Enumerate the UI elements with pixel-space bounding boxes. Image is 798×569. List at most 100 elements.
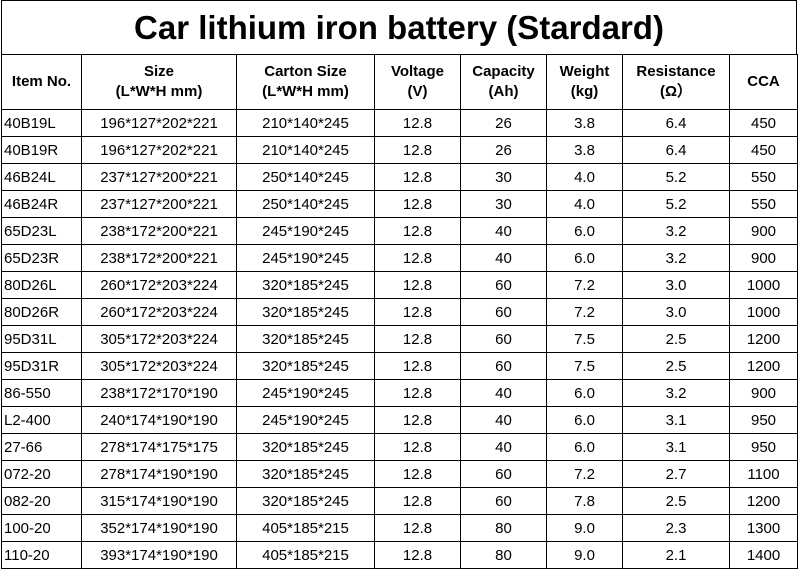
cell-weight: 4.0 <box>546 190 623 218</box>
cell-resistance: 3.2 <box>622 244 730 272</box>
cell-size: 260*172*203*224 <box>81 271 237 299</box>
cell-capacity: 60 <box>460 271 547 299</box>
cell-size: 315*174*190*190 <box>81 487 237 515</box>
table-row: L2-400 240*174*190*190 245*190*245 12.8 40 6.… <box>1 406 798 434</box>
cell-cca: 950 <box>729 433 798 461</box>
cell-resistance: 3.2 <box>622 217 730 245</box>
cell-size: 238*172*200*221 <box>81 217 237 245</box>
cell-size: 238*172*170*190 <box>81 379 237 407</box>
table-row: 95D31L 305*172*203*224 320*185*245 12.8 60 7.… <box>1 325 798 353</box>
cell-item-no: 072-20 <box>1 460 82 488</box>
table-row: 100-20 352*174*190*190 405*185*215 12.8 80 9.… <box>1 514 798 542</box>
cell-carton-size: 320*185*245 <box>236 487 375 515</box>
cell-voltage: 12.8 <box>374 109 461 137</box>
cell-cca: 1200 <box>729 325 798 353</box>
cell-carton-size: 250*140*245 <box>236 190 375 218</box>
cell-size: 278*174*190*190 <box>81 460 237 488</box>
cell-capacity: 60 <box>460 352 547 380</box>
cell-voltage: 12.8 <box>374 298 461 326</box>
cell-size: 260*172*203*224 <box>81 298 237 326</box>
header-size: Size (L*W*H mm) <box>81 54 237 110</box>
cell-size: 196*127*202*221 <box>81 109 237 137</box>
cell-item-no: 46B24R <box>1 190 82 218</box>
cell-carton-size: 405*185*215 <box>236 541 375 569</box>
cell-item-no: 082-20 <box>1 487 82 515</box>
cell-weight: 7.5 <box>546 325 623 353</box>
table-header-row: Item No. Size (L*W*H mm) Carton Size (L*W*… <box>1 54 798 110</box>
cell-cca: 1200 <box>729 487 798 515</box>
cell-voltage: 12.8 <box>374 460 461 488</box>
cell-cca: 1400 <box>729 541 798 569</box>
table-row: 80D26R 260*172*203*224 320*185*245 12.8 60 7.… <box>1 298 798 326</box>
cell-size: 238*172*200*221 <box>81 244 237 272</box>
header-resistance: Resistance (Ω） <box>622 54 730 110</box>
cell-size: 352*174*190*190 <box>81 514 237 542</box>
cell-cca: 1100 <box>729 460 798 488</box>
cell-capacity: 30 <box>460 190 547 218</box>
cell-weight: 7.2 <box>546 298 623 326</box>
cell-resistance: 2.5 <box>622 325 730 353</box>
cell-resistance: 2.3 <box>622 514 730 542</box>
cell-cca: 450 <box>729 136 798 164</box>
cell-weight: 3.8 <box>546 109 623 137</box>
cell-item-no: L2-400 <box>1 406 82 434</box>
cell-weight: 9.0 <box>546 541 623 569</box>
cell-voltage: 12.8 <box>374 271 461 299</box>
header-voltage: Voltage (V) <box>374 54 461 110</box>
cell-item-no: 46B24L <box>1 163 82 191</box>
cell-cca: 1000 <box>729 298 798 326</box>
cell-voltage: 12.8 <box>374 244 461 272</box>
cell-cca: 450 <box>729 109 798 137</box>
cell-weight: 6.0 <box>546 406 623 434</box>
cell-carton-size: 250*140*245 <box>236 163 375 191</box>
cell-weight: 3.8 <box>546 136 623 164</box>
cell-resistance: 2.5 <box>622 487 730 515</box>
cell-cca: 1000 <box>729 271 798 299</box>
cell-resistance: 2.5 <box>622 352 730 380</box>
cell-item-no: 65D23L <box>1 217 82 245</box>
cell-capacity: 30 <box>460 163 547 191</box>
cell-capacity: 40 <box>460 433 547 461</box>
cell-voltage: 12.8 <box>374 325 461 353</box>
cell-item-no: 95D31R <box>1 352 82 380</box>
table-row: 95D31R 305*172*203*224 320*185*245 12.8 60 7.… <box>1 352 798 380</box>
cell-cca: 900 <box>729 379 798 407</box>
cell-carton-size: 320*185*245 <box>236 271 375 299</box>
table-row: 40B19R 196*127*202*221 210*140*245 12.8 26 3.… <box>1 136 798 164</box>
cell-carton-size: 320*185*245 <box>236 325 375 353</box>
cell-weight: 6.0 <box>546 217 623 245</box>
cell-size: 278*174*175*175 <box>81 433 237 461</box>
table-row: 110-20 393*174*190*190 405*185*215 12.8 80 9.… <box>1 541 798 569</box>
cell-carton-size: 320*185*245 <box>236 352 375 380</box>
cell-item-no: 27-66 <box>1 433 82 461</box>
cell-resistance: 3.0 <box>622 298 730 326</box>
table-row: 072-20 278*174*190*190 320*185*245 12.8 60 7.… <box>1 460 798 488</box>
cell-voltage: 12.8 <box>374 217 461 245</box>
cell-cca: 950 <box>729 406 798 434</box>
cell-item-no: 80D26L <box>1 271 82 299</box>
battery-spec-table: Item No. Size (L*W*H mm) Carton Size (L*W*… <box>1 54 798 569</box>
cell-weight: 9.0 <box>546 514 623 542</box>
cell-carton-size: 245*190*245 <box>236 244 375 272</box>
table-row: 86-550 238*172*170*190 245*190*245 12.8 40 6.… <box>1 379 798 407</box>
cell-size: 305*172*203*224 <box>81 325 237 353</box>
cell-weight: 6.0 <box>546 244 623 272</box>
cell-voltage: 12.8 <box>374 514 461 542</box>
cell-capacity: 60 <box>460 487 547 515</box>
table-row: 80D26L 260*172*203*224 320*185*245 12.8 60 7.… <box>1 271 798 299</box>
cell-item-no: 100-20 <box>1 514 82 542</box>
cell-voltage: 12.8 <box>374 352 461 380</box>
table-row: 40B19L 196*127*202*221 210*140*245 12.8 26 3.… <box>1 109 798 137</box>
cell-resistance: 2.7 <box>622 460 730 488</box>
cell-voltage: 12.8 <box>374 190 461 218</box>
cell-cca: 900 <box>729 217 798 245</box>
cell-carton-size: 320*185*245 <box>236 298 375 326</box>
cell-voltage: 12.8 <box>374 433 461 461</box>
cell-resistance: 3.1 <box>622 433 730 461</box>
cell-weight: 7.2 <box>546 271 623 299</box>
cell-capacity: 26 <box>460 109 547 137</box>
cell-size: 237*127*200*221 <box>81 190 237 218</box>
cell-cca: 550 <box>729 163 798 191</box>
cell-voltage: 12.8 <box>374 163 461 191</box>
cell-weight: 7.8 <box>546 487 623 515</box>
